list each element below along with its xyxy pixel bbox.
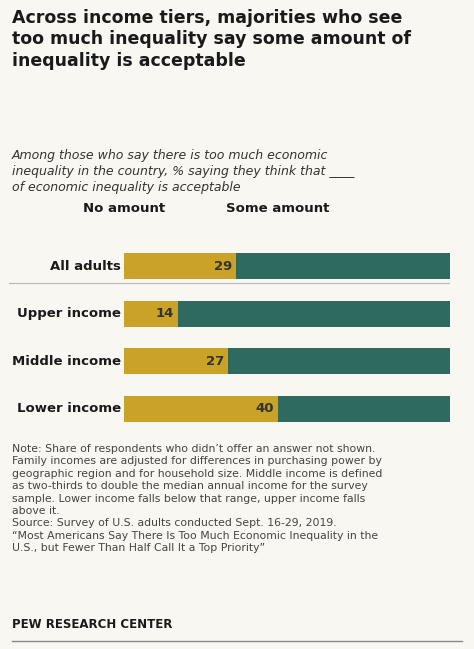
Text: Some amount: Some amount	[226, 202, 329, 215]
Text: Across income tiers, majorities who see
too much inequality say some amount of
i: Across income tiers, majorities who see …	[12, 9, 411, 70]
Text: 14: 14	[156, 307, 174, 320]
Text: No amount: No amount	[83, 202, 165, 215]
Bar	[125, 396, 278, 422]
Bar	[125, 253, 236, 279]
Text: Lower income: Lower income	[17, 402, 121, 415]
Text: 40: 40	[255, 402, 274, 415]
Text: 29: 29	[214, 260, 232, 273]
Bar	[178, 300, 474, 327]
Bar	[125, 300, 178, 327]
Text: PEW RESEARCH CENTER: PEW RESEARCH CENTER	[12, 618, 173, 631]
Text: Upper income: Upper income	[17, 307, 121, 320]
Text: Middle income: Middle income	[12, 355, 121, 368]
Bar	[125, 348, 228, 374]
Bar	[228, 348, 474, 374]
Text: 27: 27	[206, 355, 224, 368]
Text: Note: Share of respondents who didn’t offer an answer not shown.
Family incomes : Note: Share of respondents who didn’t of…	[12, 444, 383, 553]
Text: Among those who say there is too much economic
inequality in the country, % sayi: Among those who say there is too much ec…	[12, 149, 355, 194]
Text: All adults: All adults	[50, 260, 121, 273]
Bar	[278, 396, 474, 422]
Bar	[236, 253, 474, 279]
